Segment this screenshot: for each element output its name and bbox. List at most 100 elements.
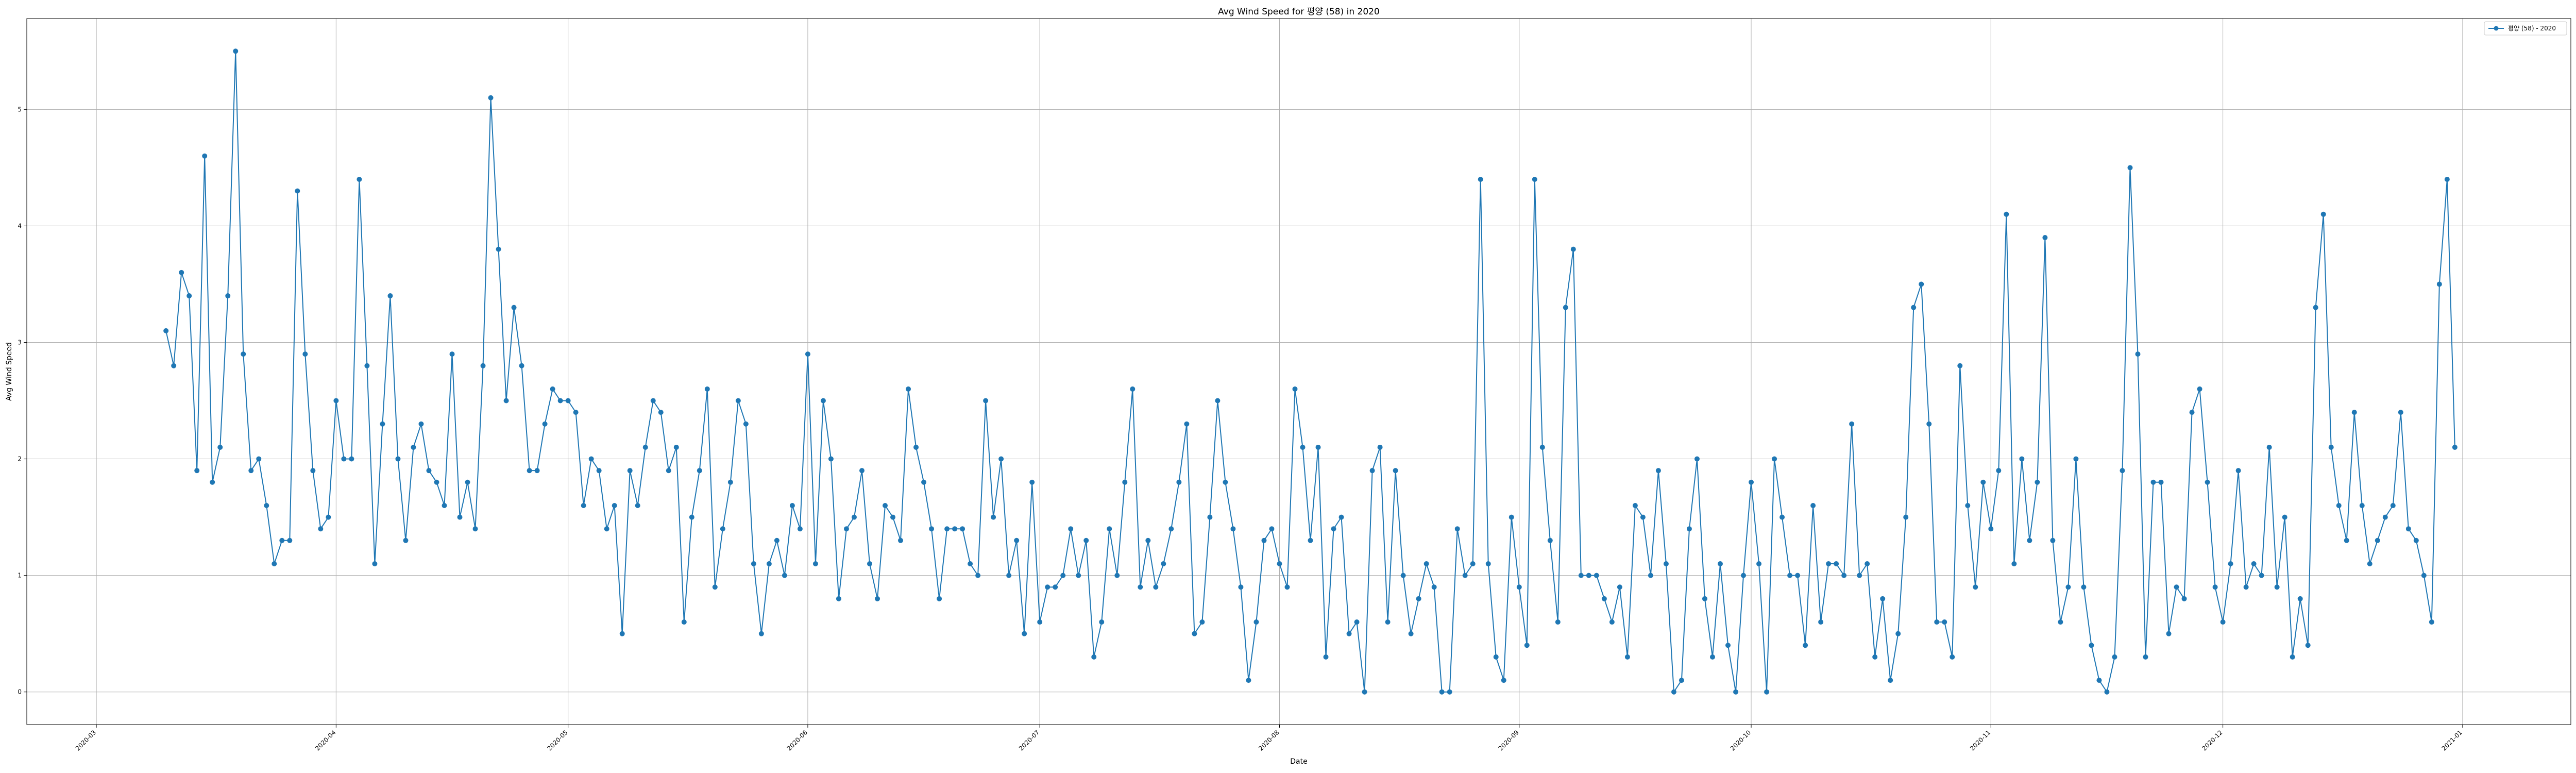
data-point (372, 561, 378, 567)
data-point (1965, 502, 1971, 508)
data-point (1709, 654, 1715, 660)
data-point (2212, 584, 2218, 590)
data-point (1501, 678, 1506, 683)
data-point (496, 246, 501, 252)
data-point (480, 363, 486, 368)
data-point (1555, 619, 1561, 625)
data-point (1655, 468, 1661, 474)
data-point (1988, 526, 1994, 532)
data-point (1323, 654, 1329, 660)
y-axis-label: Avg Wind Speed (5, 342, 13, 401)
data-point (1834, 561, 1839, 567)
data-point (1594, 573, 1599, 578)
data-point (1926, 421, 1932, 427)
data-point (1617, 584, 1622, 590)
data-point (1686, 526, 1692, 532)
data-point (1857, 573, 1862, 578)
data-point (1888, 678, 1893, 683)
data-point (472, 526, 478, 532)
data-point (395, 456, 401, 462)
data-point (890, 514, 896, 520)
y-tick-label: 1 (18, 572, 22, 579)
data-point (1423, 561, 1429, 567)
data-point (1942, 619, 1947, 625)
data-point (2344, 537, 2349, 543)
data-point (975, 573, 981, 578)
data-point (380, 421, 385, 427)
data-point (1578, 573, 1584, 578)
data-point (2150, 479, 2156, 485)
data-point (875, 596, 880, 601)
data-point (442, 502, 447, 508)
data-point (2050, 537, 2056, 543)
data-point (1253, 619, 1259, 625)
data-point (326, 514, 331, 520)
data-point (635, 502, 640, 508)
data-point (225, 293, 231, 299)
data-point (906, 386, 911, 392)
data-point (2096, 678, 2102, 683)
data-point (163, 328, 169, 333)
data-point (1315, 444, 1321, 450)
data-point (542, 421, 548, 427)
data-point (2405, 526, 2411, 532)
data-point (2166, 631, 2172, 636)
data-point (272, 561, 277, 567)
data-point (851, 514, 857, 520)
x-axis-label: Date (1290, 758, 1307, 766)
data-point (241, 351, 246, 357)
data-point (960, 526, 965, 532)
data-point (2189, 410, 2195, 415)
data-point (457, 514, 463, 520)
data-point (1640, 514, 1646, 520)
x-tick-label: 2020-06 (786, 729, 809, 752)
data-point (596, 468, 602, 474)
data-point (1702, 596, 1707, 601)
data-point (1199, 619, 1205, 625)
data-point (1493, 654, 1499, 660)
data-point (1400, 573, 1406, 578)
data-point (418, 421, 424, 427)
x-tick-label: 2020-05 (546, 729, 569, 752)
data-point (1377, 444, 1383, 450)
data-point (1014, 537, 1020, 543)
data-point (1849, 421, 1855, 427)
data-point (202, 153, 208, 159)
data-point (2282, 514, 2287, 520)
data-point (2351, 410, 2357, 415)
data-point (1872, 654, 1878, 660)
data-point (766, 561, 772, 567)
data-point (1795, 573, 1801, 578)
legend-series-label: 평양 (58) - 2020 (2508, 25, 2556, 32)
data-point (1168, 526, 1174, 532)
data-point (1880, 596, 1886, 601)
data-point (511, 305, 517, 310)
data-point (217, 444, 223, 450)
data-point (1563, 305, 1568, 310)
series-line-path (165, 51, 2455, 693)
data-point (2320, 211, 2326, 217)
data-point (1694, 456, 1700, 462)
y-tick-label: 3 (18, 339, 22, 346)
data-point (1470, 561, 1476, 567)
data-point (2382, 514, 2388, 520)
data-point (1431, 584, 1437, 590)
data-point (1919, 281, 1924, 287)
data-point (302, 351, 308, 357)
data-point (310, 468, 316, 474)
data-point (2359, 502, 2365, 508)
data-point (1083, 537, 1089, 543)
data-point (1107, 526, 1112, 532)
x-tick-label: 2021-01 (2441, 729, 2464, 752)
legend: 평양 (58) - 2020 (2484, 21, 2567, 36)
data-point (1354, 619, 1360, 625)
data-point (604, 526, 609, 532)
data-point (1454, 526, 1460, 532)
data-point (503, 398, 509, 404)
data-point (1532, 176, 1537, 182)
data-point (720, 526, 725, 532)
data-point (820, 398, 826, 404)
data-point (1826, 561, 1832, 567)
data-point (1099, 619, 1105, 625)
